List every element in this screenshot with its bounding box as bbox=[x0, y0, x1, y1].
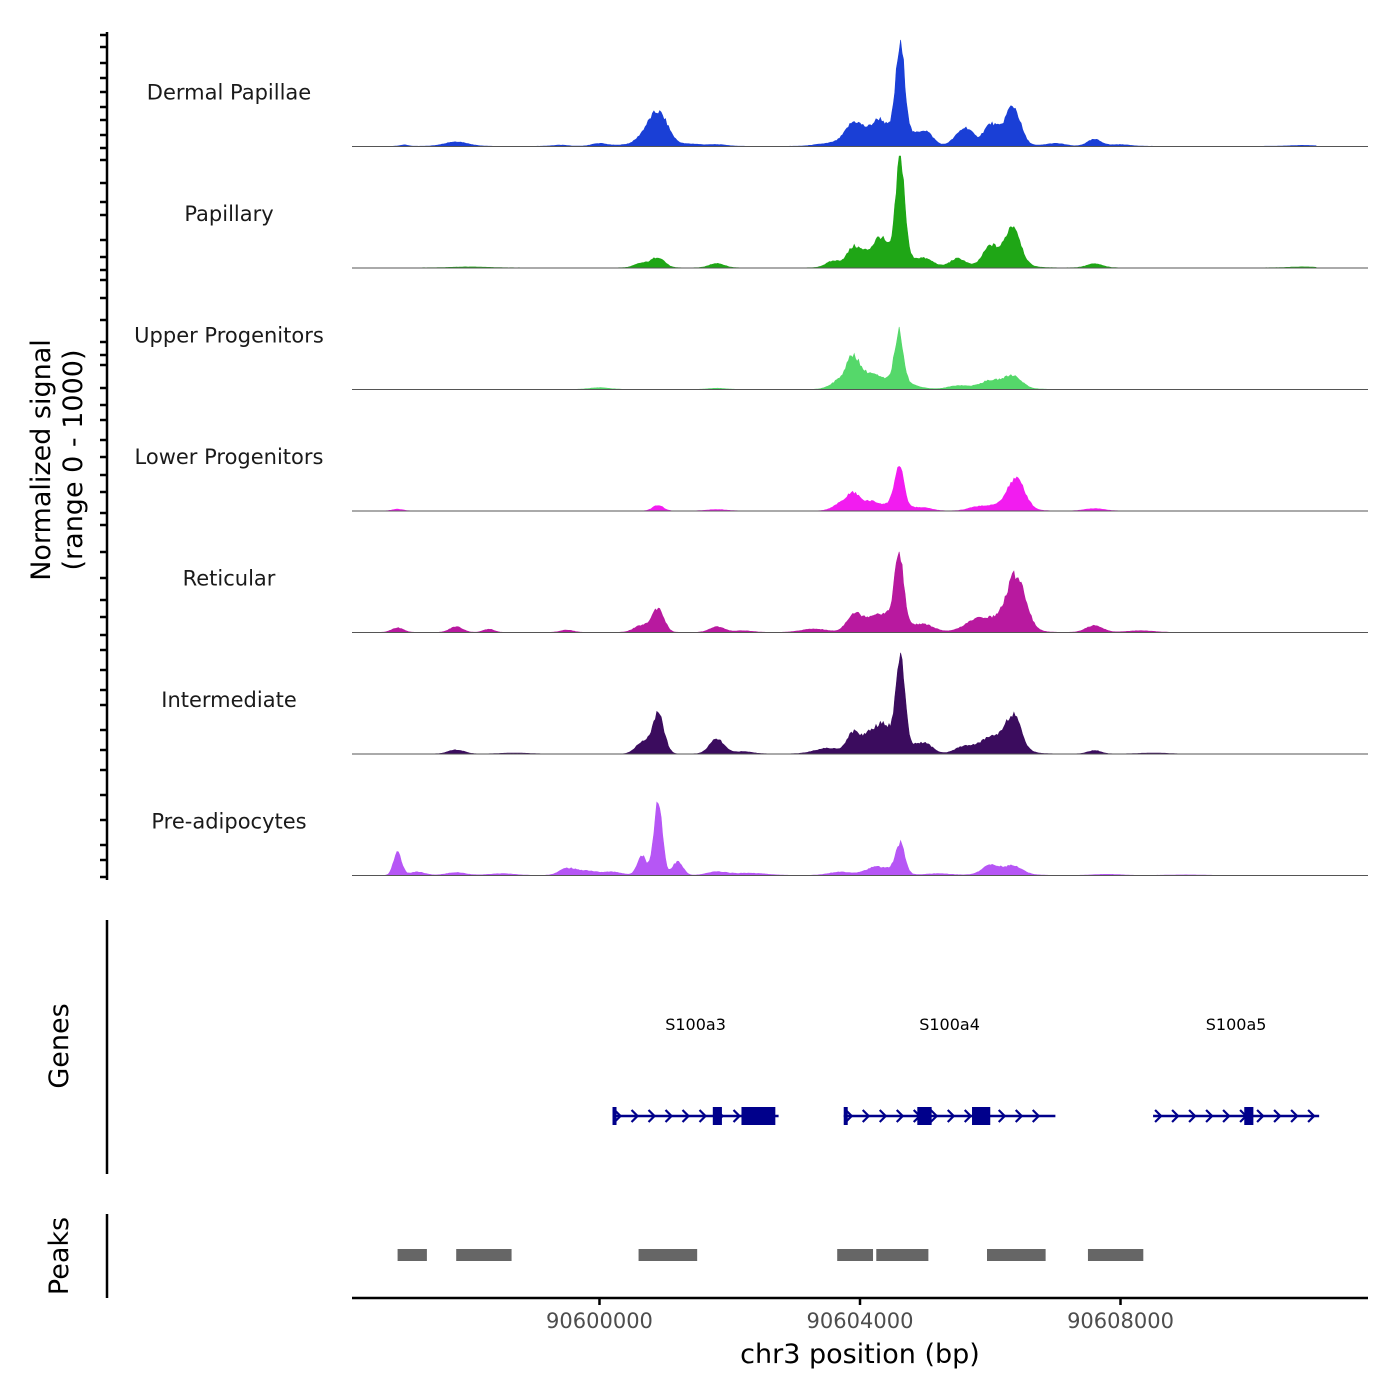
strand-arrow bbox=[861, 1109, 871, 1123]
strand-arrow bbox=[1205, 1109, 1214, 1123]
x-axis-title: chr3 position (bp) bbox=[740, 1339, 980, 1370]
strand-arrow bbox=[946, 1109, 956, 1123]
peak-bar bbox=[876, 1249, 929, 1261]
gene-s100a5: S100a5 bbox=[1153, 1015, 1320, 1125]
strand-arrow bbox=[732, 1109, 742, 1123]
strand-arrow bbox=[664, 1109, 674, 1123]
track-label: Intermediate bbox=[161, 688, 297, 712]
strand-arrow bbox=[1273, 1109, 1282, 1123]
signal-area bbox=[352, 551, 1368, 633]
strand-arrow bbox=[1031, 1109, 1041, 1123]
strand-arrow bbox=[1222, 1109, 1231, 1123]
gene-track: S100a3 S100a4 S100a5 bbox=[612, 1015, 1320, 1125]
signal-area bbox=[352, 652, 1368, 755]
peak-bar bbox=[638, 1249, 698, 1261]
track-label: Reticular bbox=[183, 567, 276, 591]
track-intermediate: Intermediate bbox=[161, 652, 1368, 755]
signal-area bbox=[352, 801, 1368, 876]
strand-arrow bbox=[1188, 1109, 1197, 1123]
signal-area bbox=[352, 326, 1368, 390]
signal-area bbox=[352, 466, 1368, 512]
signal-tracks: Dermal Papillae Papillary Upper Progenitor… bbox=[134, 39, 1368, 876]
track-label: Pre-adipocytes bbox=[151, 810, 306, 834]
strand-arrow bbox=[1290, 1109, 1299, 1123]
track-label: Upper Progenitors bbox=[134, 324, 324, 348]
strand-arrow bbox=[1171, 1109, 1180, 1123]
gene-exon bbox=[741, 1107, 776, 1125]
signal-area bbox=[352, 39, 1368, 147]
gene-exon bbox=[843, 1107, 848, 1125]
gene-s100a3: S100a3 bbox=[612, 1015, 779, 1125]
x-tick-label: 90608000 bbox=[1067, 1309, 1174, 1333]
track-reticular: Reticular bbox=[183, 551, 1368, 633]
signal-area bbox=[352, 155, 1368, 269]
gene-exon bbox=[972, 1107, 991, 1125]
track-label: Papillary bbox=[184, 202, 273, 226]
peak-bar bbox=[987, 1249, 1046, 1261]
track-pre-adipocytes: Pre-adipocytes bbox=[151, 801, 1368, 876]
strand-arrow bbox=[929, 1109, 939, 1123]
strand-arrow bbox=[1307, 1109, 1316, 1123]
gene-exon bbox=[1244, 1107, 1254, 1125]
peak-bar bbox=[456, 1249, 512, 1261]
strand-arrow bbox=[698, 1109, 708, 1123]
x-tick-label: 90604000 bbox=[807, 1309, 914, 1333]
track-dermal-papillae: Dermal Papillae bbox=[147, 39, 1368, 147]
x-axis-ticks: 90600000 90604000 90608000 bbox=[546, 1298, 1174, 1333]
gene-exon bbox=[917, 1107, 932, 1125]
y-axis-title-line1: Normalized signal bbox=[26, 339, 57, 581]
genes-track-title: Genes bbox=[44, 1003, 75, 1088]
peak-bar bbox=[397, 1249, 427, 1261]
strand-arrow bbox=[681, 1109, 691, 1123]
strand-arrow bbox=[878, 1109, 888, 1123]
track-papillary: Papillary bbox=[184, 155, 1368, 269]
gene-label: S100a3 bbox=[665, 1015, 726, 1034]
strand-arrow bbox=[647, 1109, 657, 1123]
gene-label: S100a4 bbox=[919, 1015, 980, 1034]
gene-exon bbox=[712, 1107, 722, 1125]
signal-y-axis-ticks bbox=[100, 33, 107, 879]
peaks-track-title: Peaks bbox=[44, 1217, 75, 1295]
track-label: Dermal Papillae bbox=[147, 81, 311, 105]
gene-exon bbox=[612, 1107, 617, 1125]
peak-track bbox=[397, 1249, 1144, 1261]
strand-arrow bbox=[1256, 1109, 1265, 1123]
gene-s100a4: S100a4 bbox=[843, 1015, 1056, 1125]
track-upper-progenitors: Upper Progenitors bbox=[134, 324, 1368, 390]
strand-arrow bbox=[630, 1109, 640, 1123]
x-tick-label: 90600000 bbox=[546, 1309, 653, 1333]
peak-bar bbox=[1087, 1249, 1144, 1261]
track-lower-progenitors: Lower Progenitors bbox=[135, 445, 1368, 512]
peak-bar bbox=[837, 1249, 874, 1261]
strand-arrow bbox=[997, 1109, 1007, 1123]
strand-arrow bbox=[963, 1109, 973, 1123]
strand-arrow bbox=[1154, 1109, 1163, 1123]
y-axis-title-line2: (range 0 - 1000) bbox=[58, 350, 89, 571]
track-label: Lower Progenitors bbox=[135, 445, 324, 469]
strand-arrow bbox=[895, 1109, 905, 1123]
strand-arrow bbox=[1014, 1109, 1024, 1123]
gene-label: S100a5 bbox=[1206, 1015, 1267, 1034]
